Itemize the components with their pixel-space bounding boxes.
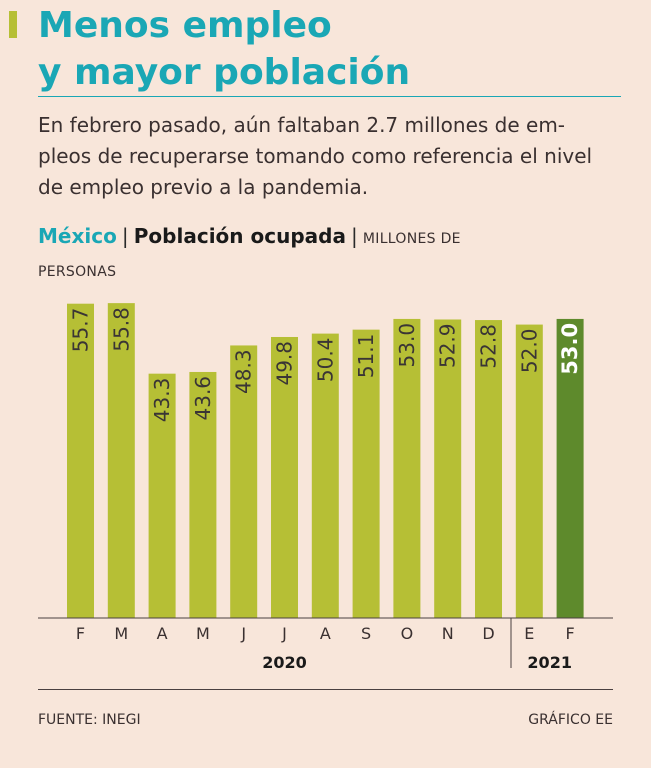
x-tick-label: D <box>482 624 494 643</box>
subtitle-line-1: En febrero pasado, aún faltaban 2.7 mill… <box>38 113 566 137</box>
x-tick-label: F <box>76 624 85 643</box>
subtitle-line-2: pleos de recuperarse tomando como refere… <box>38 144 593 168</box>
bar <box>311 333 339 618</box>
bar <box>475 320 502 618</box>
bar <box>352 329 380 618</box>
subtitle-line-3: de empleo previo a la pandemia. <box>38 175 369 199</box>
title-line-1: Menos empleo <box>38 5 332 46</box>
accent-bar <box>9 11 17 38</box>
year-label: 2020 <box>262 653 307 672</box>
bar-value-label: 50.4 <box>313 338 337 383</box>
bar-value-label: 55.7 <box>69 308 93 353</box>
bar <box>148 373 176 618</box>
title-line-2: y mayor población <box>38 52 411 93</box>
value-labels-group: 55.7 55.8 43.3 43.6 48.3 49.8 50.4 51.1 53.0 52.9… <box>69 307 583 422</box>
bar <box>67 303 94 618</box>
chart-title: Menos empleo y mayor población <box>38 2 410 96</box>
bar <box>189 371 217 618</box>
bar-value-label: 43.3 <box>150 378 174 423</box>
country-label: México <box>38 224 117 248</box>
x-tick-label: N <box>442 624 454 643</box>
bar-value-label: 43.6 <box>191 376 215 421</box>
bar <box>515 324 543 618</box>
x-tick-label: M <box>196 624 210 643</box>
x-tick-label: A <box>320 624 331 643</box>
x-tick-label: J <box>281 624 287 643</box>
credit-note: GRÁFICO EE <box>528 712 613 728</box>
bar-value-label: 51.1 <box>354 334 378 379</box>
bars-group <box>67 303 584 618</box>
bar-value-label: 49.8 <box>273 341 297 386</box>
unit-label-continued: PERSONAS <box>38 264 117 280</box>
bar-value-label: 52.9 <box>436 323 460 368</box>
bar-value-label: 48.3 <box>232 349 256 394</box>
bar-value-label: 52.8 <box>477 324 501 369</box>
x-tick-label: J <box>240 624 246 643</box>
title-divider <box>38 96 621 97</box>
bar <box>107 303 135 618</box>
header-separator: | <box>121 224 129 248</box>
metric-label: Población ocupada <box>133 224 346 248</box>
x-tick-label: M <box>114 624 128 643</box>
x-tick-label: A <box>157 624 168 643</box>
x-tick-label: O <box>401 624 414 643</box>
bar <box>393 318 421 618</box>
bar-value-label: 55.8 <box>109 307 133 352</box>
x-tick-label: F <box>565 624 574 643</box>
header-separator: | <box>351 224 358 248</box>
footer-divider <box>38 689 613 690</box>
year-label: 2021 <box>527 653 572 672</box>
chart-header: México | Población ocupada | MILLONES DE… <box>38 220 558 288</box>
year-labels-group: 2020 2021 <box>262 653 572 672</box>
bar <box>434 319 462 618</box>
bar-value-label: 52.0 <box>517 329 541 374</box>
bar-value-label: 53.0 <box>395 323 419 368</box>
bar <box>230 345 258 618</box>
x-tick-label: E <box>524 624 534 643</box>
bar-value-label: 53.0 <box>558 323 582 375</box>
bar-chart: 55.7 55.8 43.3 43.6 48.3 49.8 50.4 51.1 53.0 52.9… <box>38 303 613 672</box>
unit-label: MILLONES DE <box>362 231 461 247</box>
bar <box>271 336 298 618</box>
source-note: FUENTE: INEGI <box>38 712 141 728</box>
chart-subtitle: En febrero pasado, aún faltaban 2.7 mill… <box>38 110 598 203</box>
bar <box>556 318 584 618</box>
x-tick-label: S <box>361 624 371 643</box>
